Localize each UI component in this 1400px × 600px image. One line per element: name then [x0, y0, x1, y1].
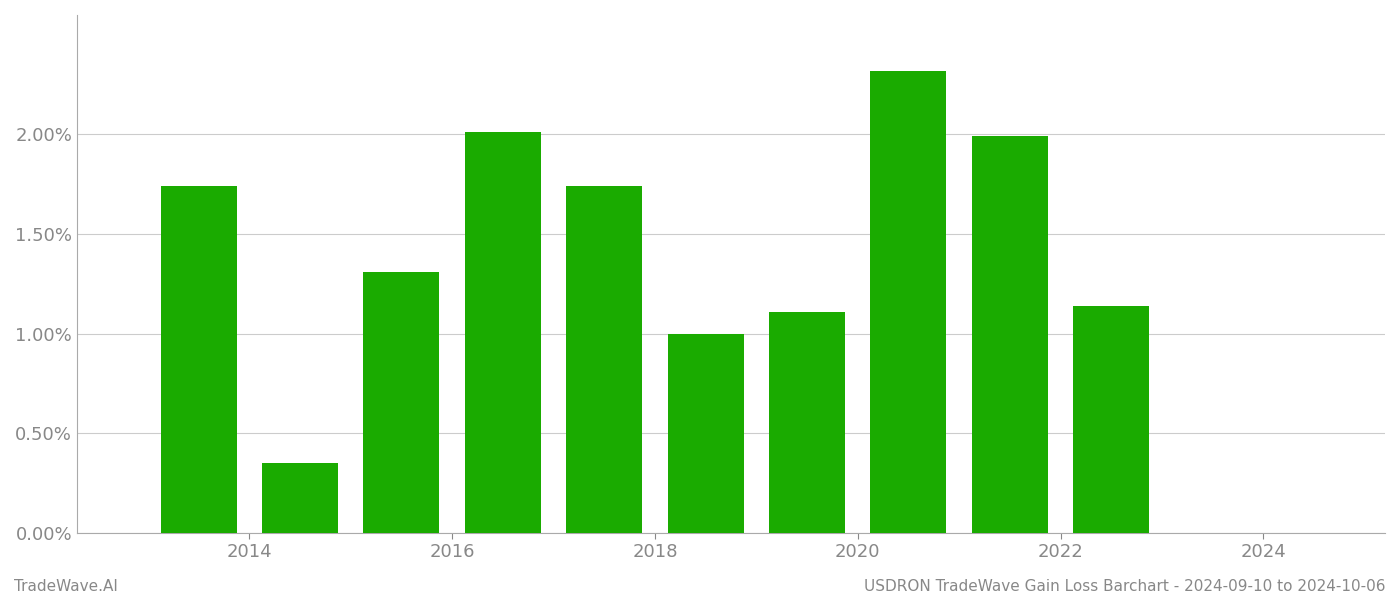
Bar	[364, 272, 440, 533]
Bar	[972, 136, 1047, 533]
Bar	[769, 311, 846, 533]
Bar	[262, 463, 337, 533]
Bar	[1074, 305, 1149, 533]
Bar	[668, 334, 743, 533]
Text: TradeWave.AI: TradeWave.AI	[14, 579, 118, 594]
Bar	[465, 133, 540, 533]
Bar	[566, 186, 643, 533]
Bar	[871, 71, 946, 533]
Text: USDRON TradeWave Gain Loss Barchart - 2024-09-10 to 2024-10-06: USDRON TradeWave Gain Loss Barchart - 20…	[865, 579, 1386, 594]
Bar	[161, 186, 237, 533]
